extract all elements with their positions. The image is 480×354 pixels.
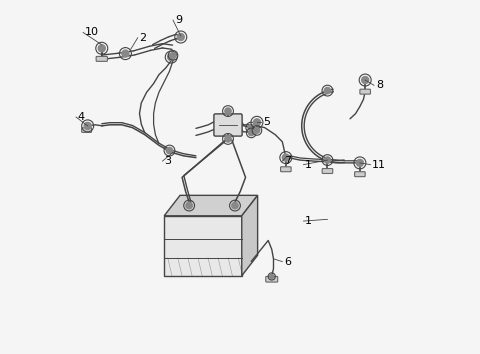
Circle shape <box>186 202 192 209</box>
FancyBboxPatch shape <box>266 276 278 282</box>
Circle shape <box>270 274 274 279</box>
Text: 5: 5 <box>263 117 270 127</box>
FancyBboxPatch shape <box>280 167 291 172</box>
Text: 3: 3 <box>164 156 171 166</box>
Polygon shape <box>242 195 258 276</box>
Circle shape <box>170 52 176 58</box>
FancyBboxPatch shape <box>82 128 92 132</box>
Polygon shape <box>164 216 242 276</box>
Polygon shape <box>164 195 258 216</box>
Circle shape <box>254 128 260 133</box>
FancyBboxPatch shape <box>322 169 333 173</box>
Circle shape <box>324 87 331 94</box>
FancyBboxPatch shape <box>96 56 108 61</box>
Circle shape <box>177 34 184 41</box>
Circle shape <box>84 122 91 130</box>
Text: 10: 10 <box>85 27 99 38</box>
Circle shape <box>122 50 129 57</box>
Circle shape <box>168 53 175 61</box>
Circle shape <box>248 125 254 131</box>
Text: 7: 7 <box>284 156 291 166</box>
FancyBboxPatch shape <box>214 114 242 136</box>
Circle shape <box>282 154 289 161</box>
Text: 6: 6 <box>284 257 291 267</box>
Circle shape <box>361 76 369 84</box>
Text: 1: 1 <box>305 216 312 226</box>
Circle shape <box>356 159 363 166</box>
Text: 11: 11 <box>372 160 386 170</box>
Text: 2: 2 <box>140 33 146 43</box>
Circle shape <box>166 147 173 154</box>
Circle shape <box>253 119 261 126</box>
Text: 1: 1 <box>305 160 312 170</box>
Text: 8: 8 <box>376 80 383 90</box>
Circle shape <box>249 130 254 136</box>
Circle shape <box>98 45 105 52</box>
Circle shape <box>324 157 331 163</box>
Text: 4: 4 <box>78 112 85 122</box>
Circle shape <box>225 136 231 142</box>
FancyBboxPatch shape <box>355 172 365 177</box>
Circle shape <box>232 202 238 209</box>
Text: 9: 9 <box>175 15 182 25</box>
FancyBboxPatch shape <box>360 89 371 94</box>
Circle shape <box>225 108 231 114</box>
